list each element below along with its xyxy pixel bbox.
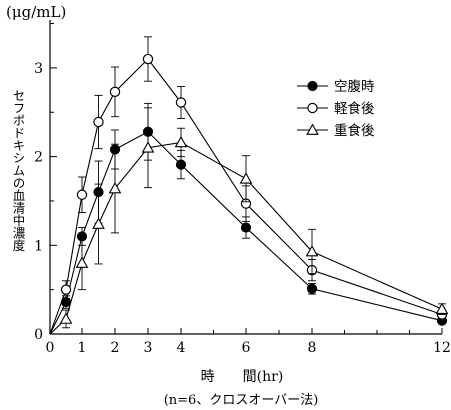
y-tick-label: 2 — [34, 150, 43, 166]
heavy-meal-point — [239, 172, 253, 184]
unit-label: (μg/mL) — [6, 3, 66, 21]
x-tick-label: 12 — [433, 340, 451, 356]
x-tick-label: 6 — [242, 340, 251, 356]
light-meal-point — [175, 97, 187, 108]
legend-light-meal-marker — [307, 102, 318, 114]
heavy-meal-point — [75, 256, 89, 268]
legend-fasting-label: 空腹時 — [334, 78, 375, 95]
fasting-point — [175, 159, 187, 170]
light-meal-point — [109, 86, 121, 98]
y-tick-label: 1 — [34, 238, 43, 254]
heavy-meal-line — [49, 141, 443, 335]
y-tick-label: 3 — [34, 61, 43, 77]
legend-light-meal-label: 軽食後 — [334, 100, 375, 117]
heavy-meal-point — [108, 181, 122, 194]
fasting-point — [240, 222, 252, 233]
y-tick-label: 0 — [34, 327, 43, 343]
x-tick-label: 3 — [144, 340, 153, 356]
x-tick-label: 0 — [46, 340, 55, 356]
heavy-meal-point — [305, 244, 319, 257]
legend-heavy-meal-label: 重食後 — [334, 122, 375, 139]
y-axis-label: セフポドキシムの血清中濃度 — [11, 89, 26, 252]
heavy-meal-point — [435, 302, 449, 315]
x-tick-label: 4 — [177, 340, 186, 356]
light-meal-line — [49, 58, 443, 335]
heavy-meal-point — [174, 135, 188, 148]
x-tick-label: 8 — [308, 340, 317, 356]
x-tick-label: 1 — [78, 340, 87, 356]
heavy-meal-point — [59, 312, 73, 324]
light-meal-point — [60, 284, 72, 295]
light-meal-point — [142, 53, 154, 65]
fasting-line — [49, 131, 443, 335]
heavy-meal-point — [141, 141, 155, 153]
legend-fasting-marker — [307, 80, 318, 92]
light-meal-point — [76, 189, 88, 200]
heavy-meal-point — [92, 217, 105, 229]
x-axis-label: 時 間(hr) — [201, 369, 284, 385]
light-meal-point — [93, 116, 104, 128]
footnote: (n=6、クロスオーバー法) — [164, 393, 319, 408]
legend-heavy-meal-marker — [306, 123, 319, 135]
x-tick-label: 2 — [111, 340, 120, 356]
fasting-point — [306, 283, 318, 294]
